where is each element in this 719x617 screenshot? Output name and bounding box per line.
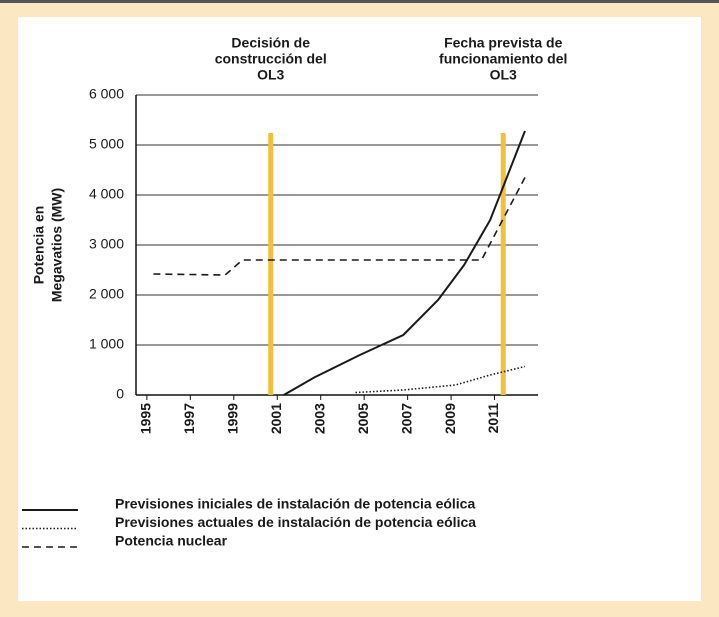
y-tick-label: 1 000 [89,336,124,352]
y-tick-label: 0 [116,386,124,402]
x-tick-label: 2009 [442,403,458,434]
y-tick-label: 6 000 [89,86,124,102]
x-tick-label: 2001 [268,403,284,434]
x-tick-label: 1997 [181,403,197,434]
series-line [153,177,526,276]
y-axis-label: Megavatios (MW) [49,188,65,302]
legend-label: Previsiones actuales de instalación de p… [115,514,476,530]
x-tick-label: 2011 [485,403,501,434]
series-line [283,130,526,396]
x-tick-label: 1999 [224,403,240,434]
annotation-label: funcionamiento del [439,51,567,67]
y-tick-label: 3 000 [89,236,124,252]
panel [18,17,701,601]
annotation-label: OL3 [257,67,284,83]
annotation-label: construcción del [215,51,327,67]
x-tick-label: 2003 [311,403,327,434]
x-tick-label: 2005 [355,403,371,434]
x-tick-label: 2007 [398,403,414,434]
legend-label: Potencia nuclear [115,533,228,549]
annotation-label: OL3 [490,67,517,83]
annotation-label: Fecha prevista de [444,35,562,51]
annotation-label: Decisión de [231,35,310,51]
legend-label: Previsiones iniciales de instalación de … [115,496,475,512]
series-line [355,365,526,394]
y-tick-label: 4 000 [89,186,124,202]
top-rule [0,0,719,3]
y-axis-label: Potencia en [31,206,47,285]
x-tick-label: 1995 [138,403,154,434]
y-tick-label: 2 000 [89,286,124,302]
y-tick-label: 5 000 [89,136,124,152]
